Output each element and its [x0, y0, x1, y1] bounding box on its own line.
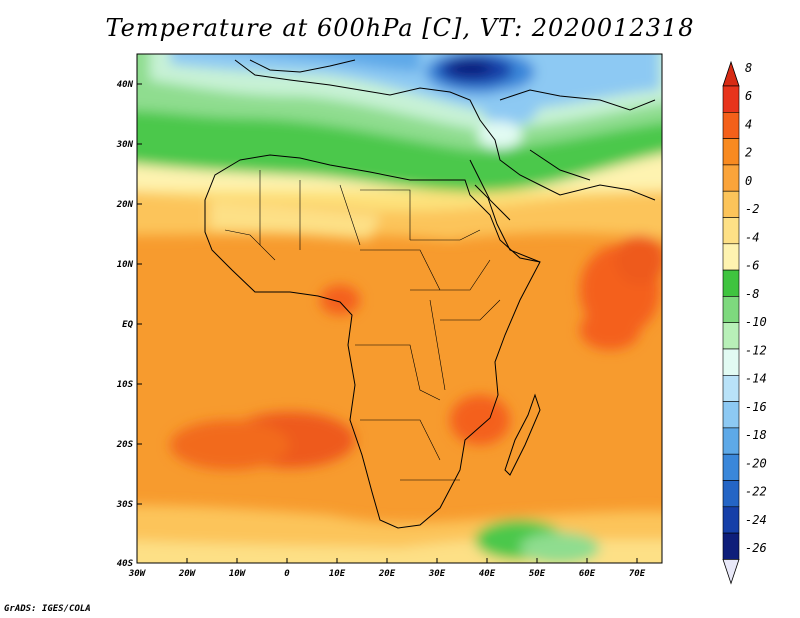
- colorbar-label: 0: [745, 174, 752, 188]
- lon-tick-label: 60E: [579, 569, 596, 579]
- colorbar-swatch: [722, 138, 740, 166]
- lon-tick-label: 10E: [329, 569, 346, 579]
- credit-text: GrADS: IGES/COLA: [4, 604, 91, 614]
- colorbar-swatch: [722, 374, 740, 402]
- colorbar-swatch: [722, 243, 740, 271]
- lon-tick-label: 20E: [378, 569, 396, 579]
- colorbar-label: 4: [745, 117, 752, 131]
- lat-tick-label: 10N: [117, 260, 134, 270]
- lat-tick-label: 30N: [116, 140, 134, 150]
- lat-tick-label: 40N: [117, 80, 134, 90]
- colorbar-swatch: [722, 85, 740, 113]
- latitude-ticks: 40N 30N 20N 10N EQ 10S 20S 30S 40S: [116, 80, 142, 569]
- lon-tick-label: 30W: [128, 569, 147, 579]
- colorbar-label: -22: [745, 485, 767, 499]
- colorbar-swatch: [722, 427, 740, 455]
- map-title: Temperature at 600hPa [C], VT: 202001231…: [105, 14, 695, 42]
- colorbar-label: -14: [745, 372, 767, 386]
- colorbar-swatch: [722, 532, 740, 560]
- colorbar-label: -4: [745, 230, 759, 244]
- colorbar-label: -10: [745, 315, 767, 329]
- lon-tick-label: 20W: [178, 569, 197, 579]
- colorbar-swatch: [722, 296, 740, 323]
- lon-tick-label: 50E: [529, 569, 546, 579]
- lat-tick-label: 20N: [116, 200, 134, 210]
- colorbar-swatch: [722, 190, 740, 218]
- colorbar-label: 8: [745, 61, 752, 75]
- colorbar-label: -18: [745, 428, 767, 442]
- temperature-field: [137, 54, 662, 563]
- lat-tick-label: 20S: [116, 440, 134, 450]
- colorbar-label: -2: [745, 202, 759, 216]
- lat-tick-label: 40S: [117, 559, 134, 569]
- plot-frame: [136, 53, 663, 564]
- colorbar-swatch: [722, 453, 740, 481]
- lon-tick-label: 40E: [479, 569, 496, 579]
- lat-tick-label: EQ: [122, 320, 133, 330]
- colorbar-swatch: [722, 269, 740, 297]
- colorbar: 8 6 4 2 0 -2 -4 -6 -8 -10 -12 -14 -16 -18 -20 -22 -24 -26: [722, 60, 767, 585]
- longitude-ticks: 30W 20W 10W 0 10E 20E 30E 40E 50E 60E 70E: [128, 558, 646, 579]
- lon-tick-label: 0: [284, 569, 290, 579]
- colorbar-swatch: [722, 112, 740, 139]
- lon-tick-label: 10W: [229, 569, 247, 579]
- colorbar-label: -12: [745, 343, 767, 357]
- colorbar-label: -26: [745, 541, 767, 555]
- country-borders: [224, 170, 501, 481]
- colorbar-swatch: [722, 506, 740, 534]
- colorbar-under-arrow: [722, 559, 740, 585]
- colorbar-over-arrow: [722, 60, 740, 87]
- colorbar-swatch: [722, 348, 740, 376]
- lon-tick-label: 70E: [629, 569, 646, 579]
- colorbar-swatch: [722, 401, 740, 429]
- colorbar-swatch: [722, 217, 740, 245]
- colorbar-label: -16: [745, 400, 767, 414]
- colorbar-label: 2: [745, 146, 752, 160]
- colorbar-swatch: [722, 322, 740, 350]
- lon-tick-label: 30E: [428, 569, 446, 579]
- colorbar-label: -8: [745, 287, 759, 301]
- colorbar-swatch: [722, 164, 740, 192]
- colorbar-swatch: [722, 480, 740, 508]
- colorbar-label: -24: [745, 513, 767, 527]
- coastlines: [204, 59, 656, 529]
- lat-tick-label: 30S: [116, 500, 134, 510]
- lat-tick-label: 10S: [117, 380, 134, 390]
- colorbar-label: -20: [745, 456, 767, 470]
- colorbar-label: 6: [745, 89, 752, 103]
- colorbar-label: -6: [745, 259, 759, 273]
